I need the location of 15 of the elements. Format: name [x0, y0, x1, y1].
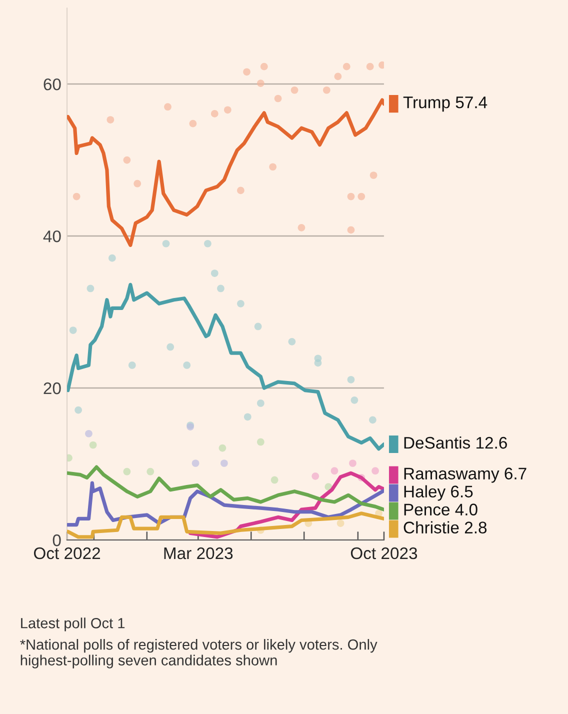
- y-tick-label: 40: [43, 230, 61, 242]
- text: Trump 57.4: [403, 96, 488, 112]
- text: Pence 4.0: [404, 504, 478, 516]
- x-tick-label: Oct 2022: [34, 547, 100, 560]
- y-tick-label: 60: [44, 78, 61, 90]
- text: *National polls of registered voters or likely voters. Only highest-polling seven candidates shown: [20, 639, 378, 668]
- y-tick-label: 20: [44, 382, 61, 394]
- x-tick-label: Oct 2023: [350, 547, 418, 560]
- text: Latest poll Oct 1: [21, 618, 125, 632]
- y-tick-label: 0: [52, 534, 61, 546]
- x-tick-label: Mar 2023: [164, 547, 233, 560]
- text: DeSantis 12.6: [404, 436, 507, 449]
- text: Christie 2.8: [404, 521, 487, 534]
- text: Haley 6.5: [404, 485, 473, 501]
- text: Ramaswamy 6.7: [404, 468, 526, 483]
